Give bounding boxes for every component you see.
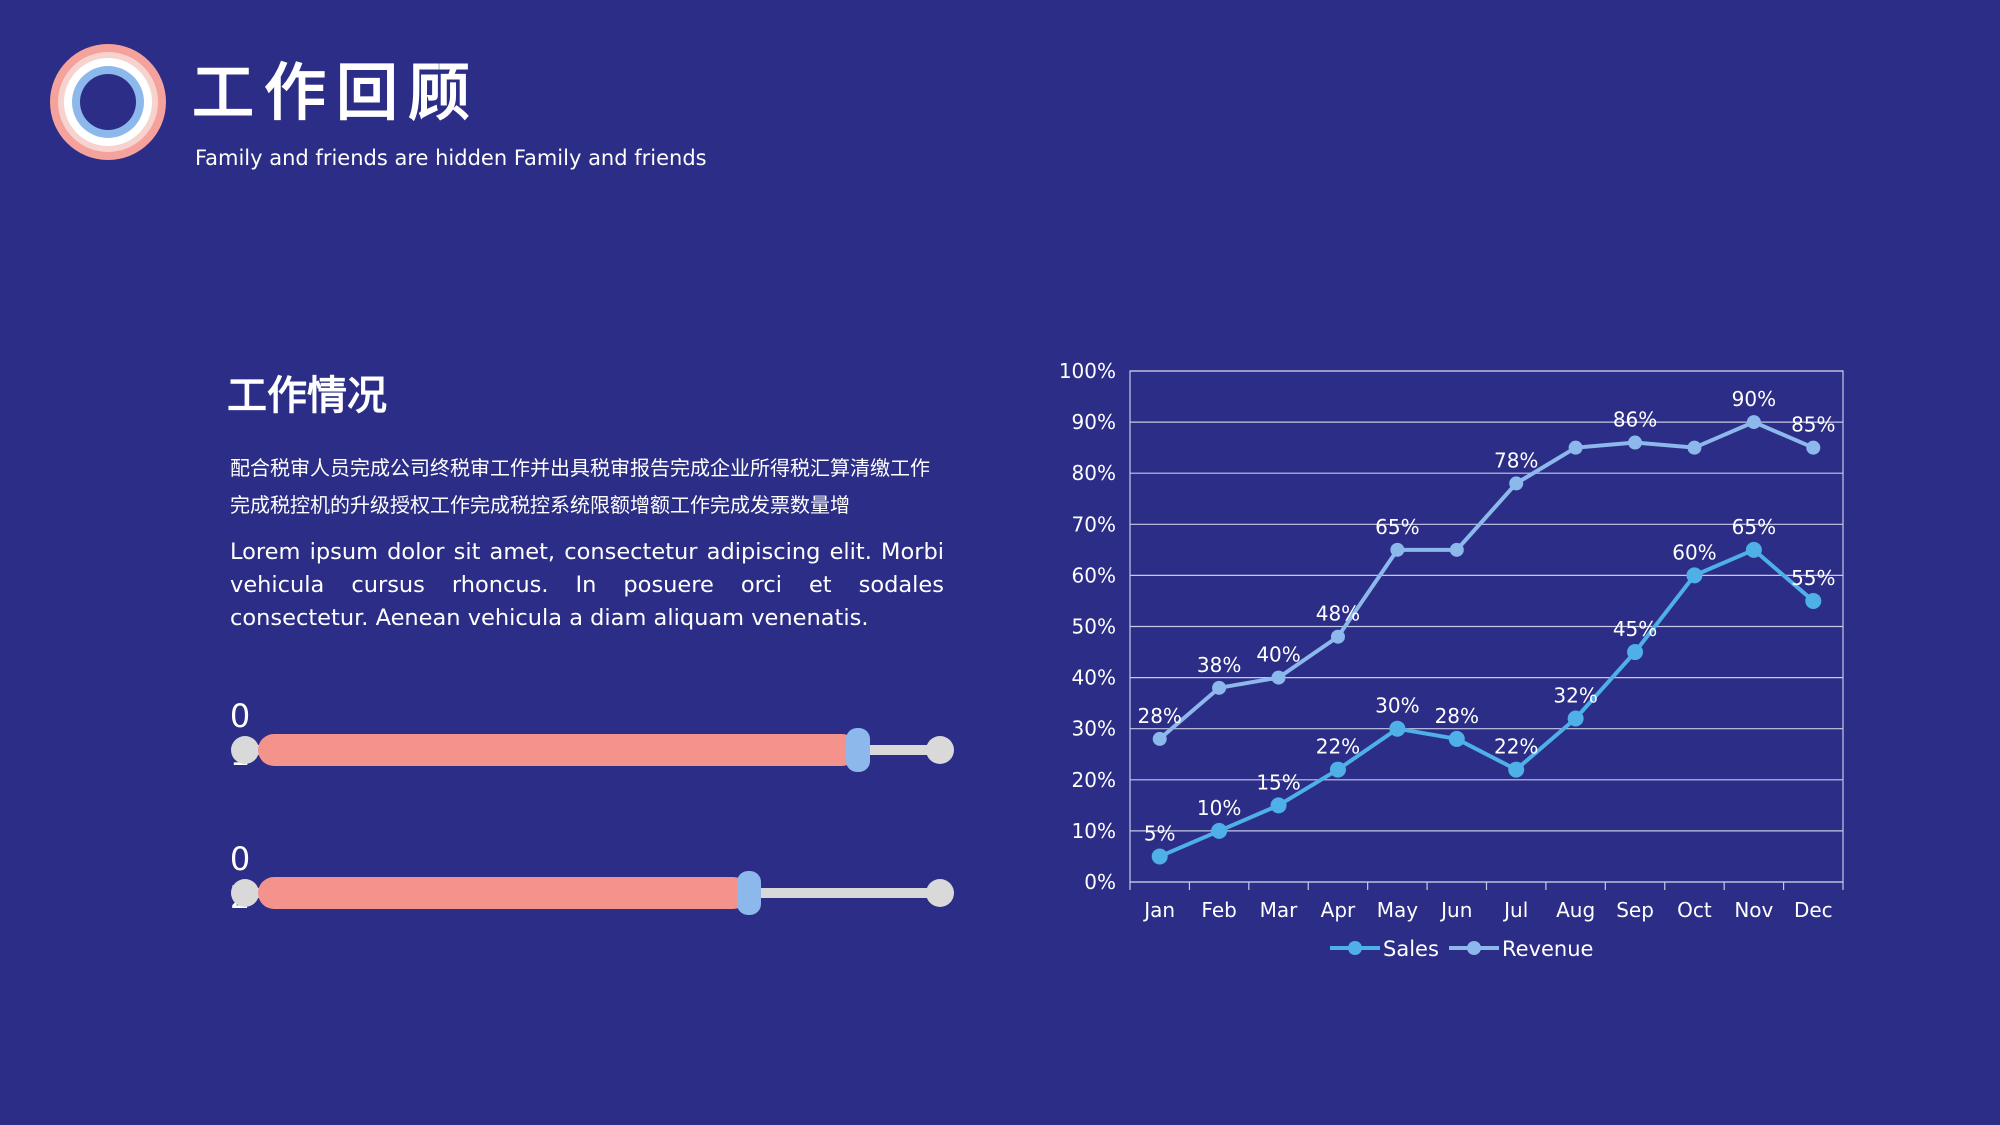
x-tick-label: Mar — [1260, 898, 1299, 922]
progress-start-dot — [231, 879, 259, 907]
x-tick-label: Nov — [1734, 898, 1773, 922]
progress-handle[interactable] — [737, 871, 762, 915]
legend-marker-sales — [1348, 941, 1362, 955]
data-point-revenue — [1390, 542, 1405, 557]
data-label-sales: 65% — [1732, 515, 1776, 539]
data-label-revenue: 48% — [1316, 602, 1360, 626]
section-text-en: Lorem ipsum dolor sit amet, consectetur … — [230, 539, 944, 631]
legend-label-sales: Sales — [1383, 937, 1439, 961]
data-label-revenue: 38% — [1197, 653, 1241, 677]
page-title: 工作回顾 — [192, 56, 481, 129]
x-tick-label: Jan — [1142, 898, 1175, 922]
data-label-sales: 15% — [1256, 770, 1300, 794]
data-label-revenue: 65% — [1375, 515, 1419, 539]
data-label-revenue: 90% — [1732, 387, 1776, 411]
data-label-revenue: 85% — [1791, 413, 1835, 437]
section-title: 工作情况 — [227, 373, 387, 419]
legend-marker-revenue — [1467, 941, 1481, 955]
data-point-sales — [1686, 567, 1703, 584]
data-point-sales — [1389, 720, 1406, 737]
y-tick-label: 100% — [1059, 359, 1116, 383]
progress-fill — [258, 877, 750, 909]
y-tick-label: 10% — [1072, 819, 1116, 843]
data-point-revenue — [1509, 476, 1524, 491]
page-subtitle: Family and friends are hidden Family and… — [195, 146, 707, 170]
data-label-sales: 32% — [1553, 683, 1597, 707]
data-point-sales — [1627, 644, 1644, 661]
data-point-revenue — [1212, 680, 1227, 695]
section-text-cn-line1: 配合税审人员完成公司终税审工作并出具税审报告完成企业所得税汇算清缴工作 — [230, 456, 930, 480]
data-label-sales: 10% — [1197, 796, 1241, 820]
data-label-revenue: 40% — [1256, 643, 1300, 667]
section-text-cn: 配合税审人员完成公司终税审工作并出具税审报告完成企业所得税汇算清缴工作 完成税控… — [230, 450, 970, 524]
section-text-cn-line2: 完成税控机的升级授权工作完成税控系统限额增额工作完成发票数量增 — [230, 493, 850, 517]
y-tick-label: 50% — [1072, 615, 1116, 639]
x-tick-label: Jul — [1502, 898, 1528, 922]
progress-start-dot — [231, 736, 259, 764]
progress-number-top: 0 — [229, 697, 251, 735]
data-point-revenue — [1687, 440, 1702, 455]
series-line-sales — [1158, 547, 1815, 859]
data-label-sales: 45% — [1613, 617, 1657, 641]
data-point-sales — [1270, 797, 1287, 814]
x-tick-label: Aug — [1556, 898, 1595, 922]
progress-end-dot — [926, 736, 954, 764]
x-tick-label: Sep — [1616, 898, 1654, 922]
data-point-revenue — [1746, 415, 1761, 430]
data-point-revenue — [1152, 731, 1167, 746]
x-tick-label: Feb — [1201, 898, 1236, 922]
data-label-sales: 55% — [1791, 566, 1835, 590]
y-tick-label: 70% — [1072, 512, 1116, 536]
y-tick-label: 80% — [1072, 461, 1116, 485]
data-label-sales: 28% — [1435, 704, 1479, 728]
x-tick-label: Jun — [1439, 898, 1472, 922]
y-tick-label: 60% — [1072, 563, 1116, 587]
data-point-sales — [1151, 848, 1168, 865]
series-line-revenue — [1158, 419, 1815, 741]
progress-number-top: 0 — [229, 840, 251, 878]
y-tick-label: 0% — [1084, 870, 1116, 894]
data-point-revenue — [1330, 629, 1345, 644]
y-tick-label: 30% — [1072, 717, 1116, 741]
logo-ring-icon — [50, 44, 166, 160]
data-point-sales — [1745, 541, 1762, 558]
data-point-sales — [1329, 761, 1346, 778]
data-point-sales — [1567, 710, 1584, 727]
progress-fill — [258, 734, 859, 766]
y-tick-label: 20% — [1072, 768, 1116, 792]
data-point-revenue — [1449, 542, 1464, 557]
data-label-revenue: 28% — [1137, 704, 1181, 728]
x-tick-label: Oct — [1677, 898, 1712, 922]
data-label-sales: 60% — [1672, 540, 1716, 564]
x-tick-label: Dec — [1794, 898, 1833, 922]
data-label-revenue: 86% — [1613, 408, 1657, 432]
data-label-sales: 5% — [1144, 821, 1176, 845]
data-label-sales: 30% — [1375, 694, 1419, 718]
data-point-sales — [1211, 822, 1228, 839]
data-point-revenue — [1271, 670, 1286, 685]
progress-handle[interactable] — [846, 728, 871, 772]
data-label-sales: 22% — [1316, 735, 1360, 759]
progress-end-dot — [926, 879, 954, 907]
data-point-revenue — [1568, 440, 1583, 455]
x-tick-label: May — [1377, 898, 1419, 922]
data-point-sales — [1805, 592, 1822, 609]
data-point-sales — [1508, 761, 1525, 778]
x-tick-label: Apr — [1321, 898, 1356, 922]
data-point-revenue — [1628, 435, 1643, 450]
y-tick-label: 90% — [1072, 410, 1116, 434]
data-label-revenue: 78% — [1494, 448, 1538, 472]
data-point-sales — [1448, 730, 1465, 747]
y-tick-label: 40% — [1072, 666, 1116, 690]
data-point-revenue — [1806, 440, 1821, 455]
legend-label-revenue: Revenue — [1502, 937, 1593, 961]
data-label-sales: 22% — [1494, 735, 1538, 759]
